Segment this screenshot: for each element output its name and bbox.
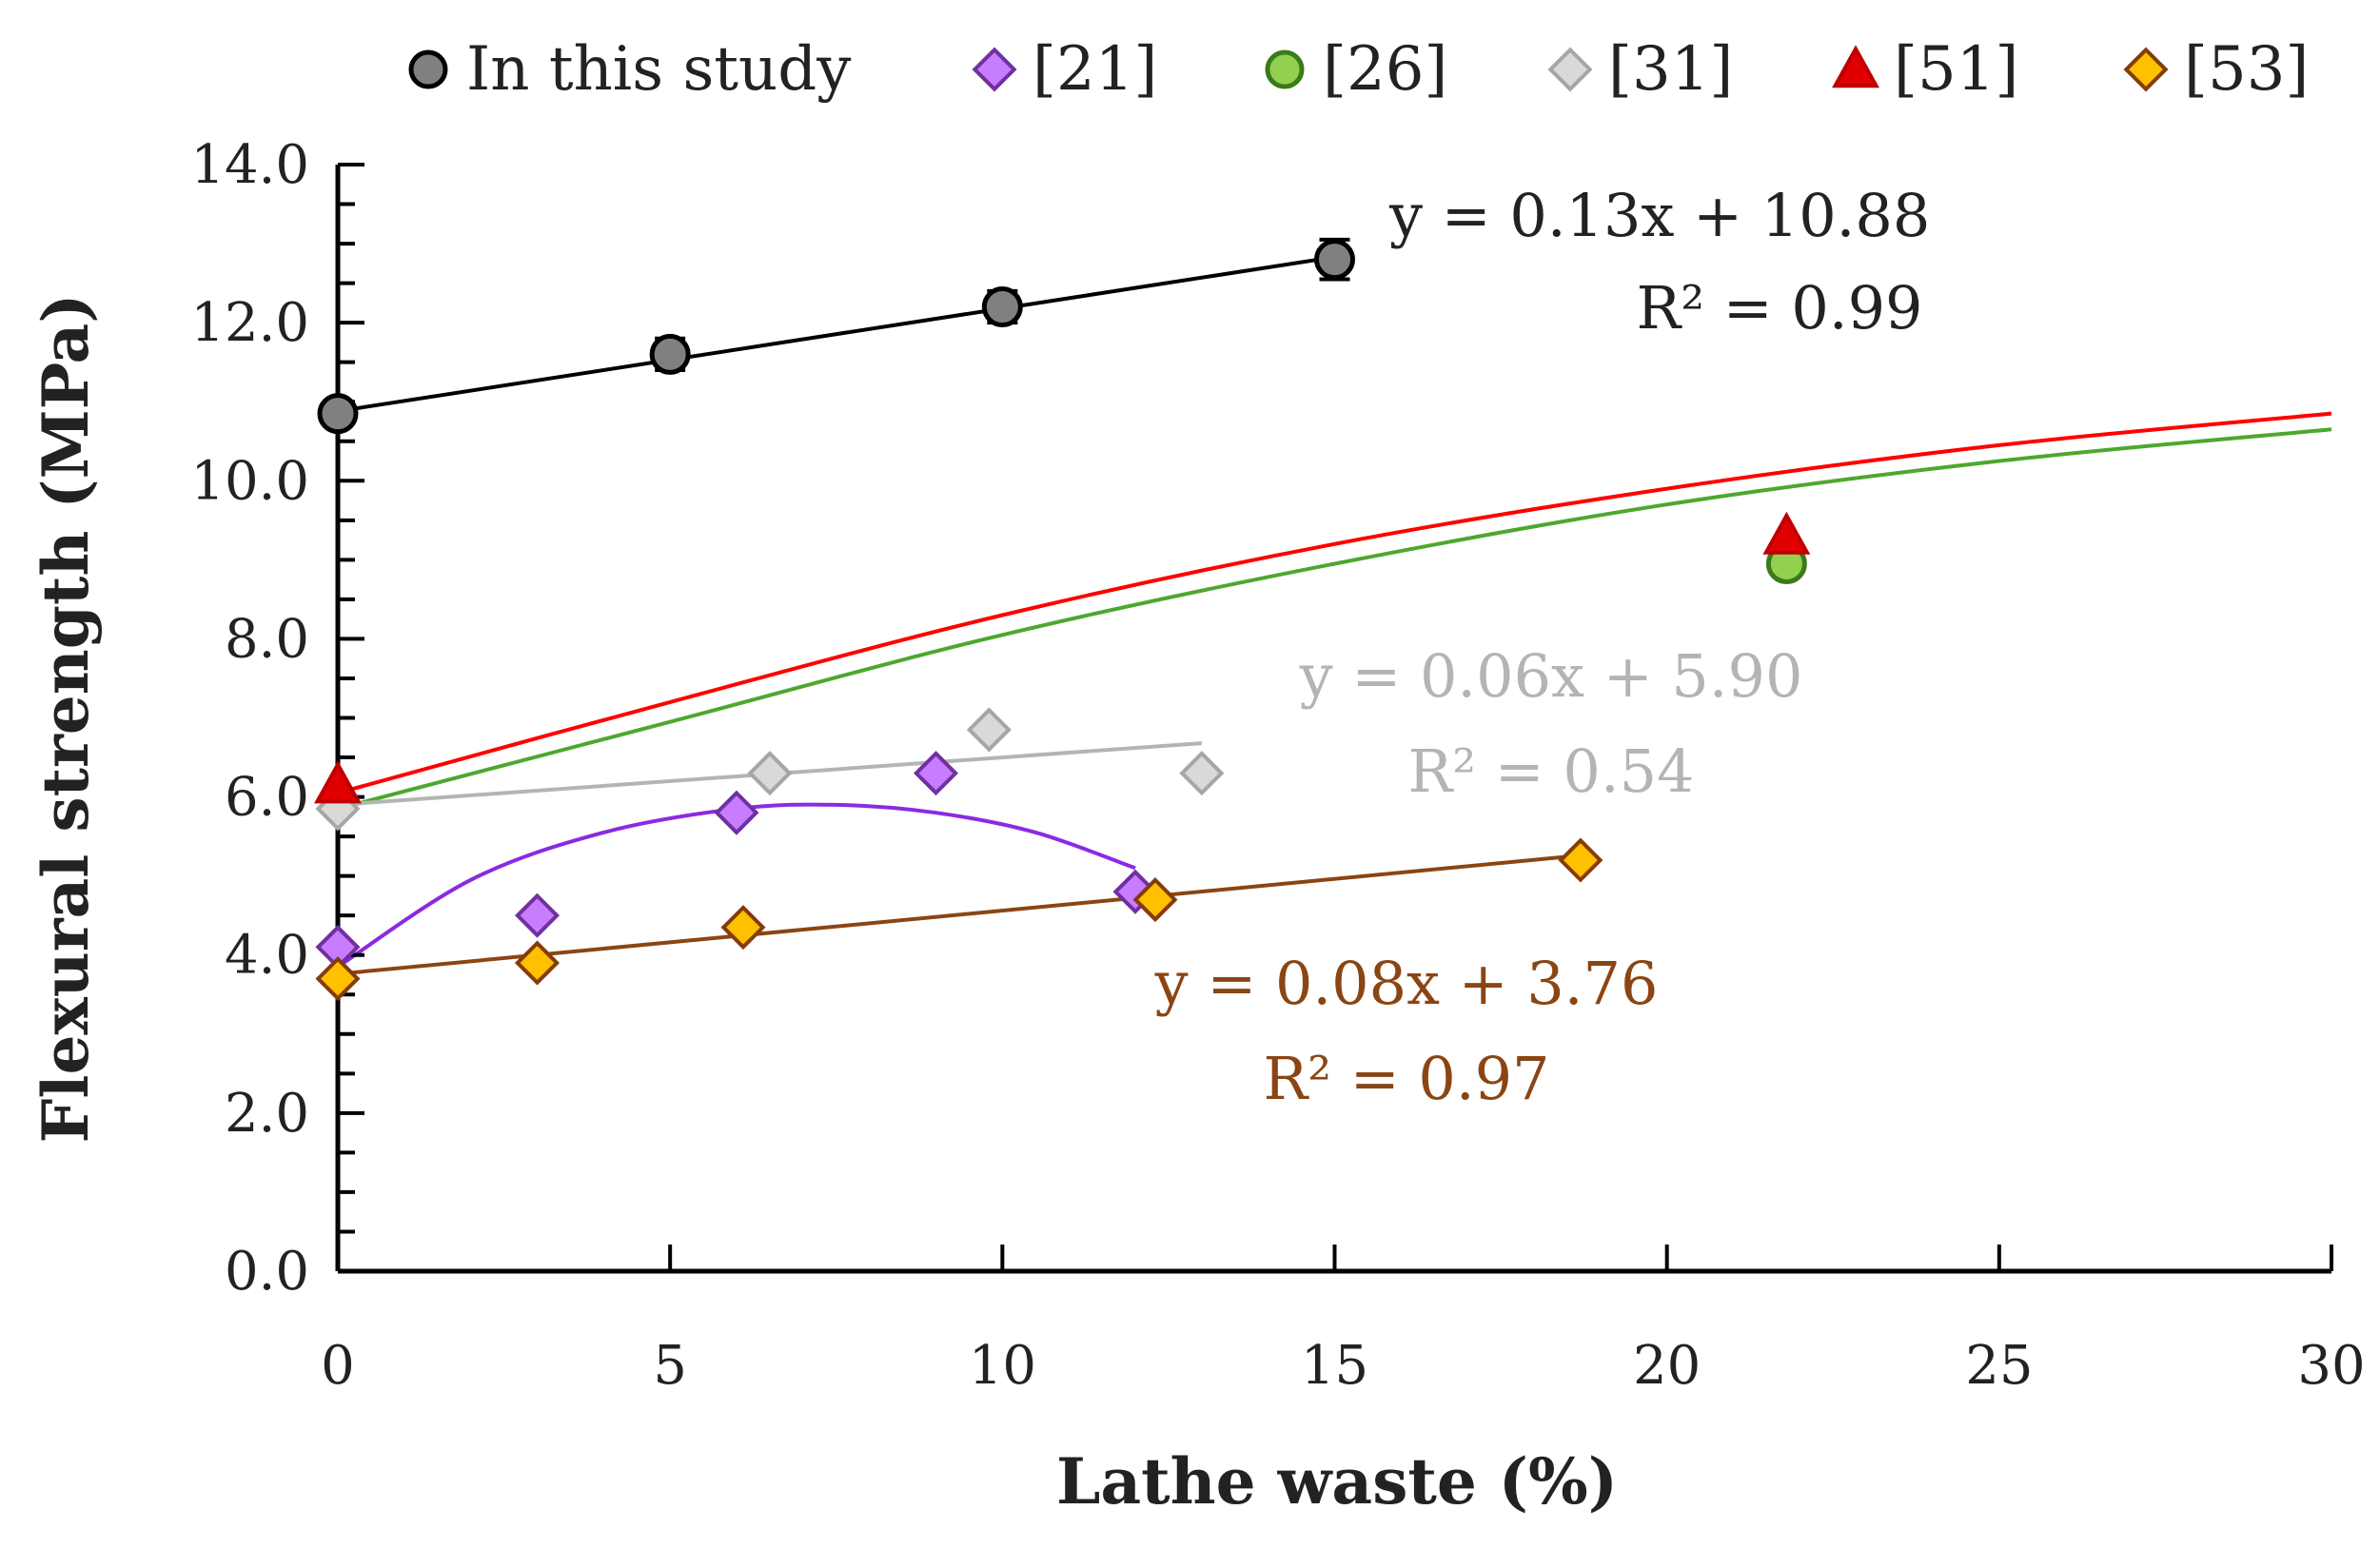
legend-label-5: [51] <box>1894 34 2018 105</box>
legend-marker-4 <box>1547 47 1593 92</box>
data-point-series-6 <box>720 905 766 951</box>
x-tick-label: 15 <box>1301 1335 1368 1397</box>
equation-brown-r-squared: R² = 0.97 <box>1264 1044 1550 1113</box>
trendline-series-5 <box>337 411 2332 795</box>
y-tick-label: 14.0 <box>190 134 309 196</box>
data-points <box>314 237 1811 1002</box>
y-tick-label: 4.0 <box>225 925 309 987</box>
equation-gray-formula: y = 0.06x + 5.90 <box>1299 641 1803 711</box>
x-tick-label: 30 <box>2297 1335 2365 1397</box>
legend-label-6: [53] <box>2184 34 2309 105</box>
trendline-series-3 <box>337 427 2332 811</box>
y-tick-label: 8.0 <box>225 608 309 670</box>
y-tick-label: 6.0 <box>225 767 309 829</box>
legend-marker-1 <box>408 49 448 89</box>
legend-label-3: [26] <box>1323 34 1447 105</box>
trendline-series-2 <box>336 802 1136 969</box>
equation-black-formula: y = 0.13x + 10.88 <box>1388 181 1930 250</box>
legend-label-1: In this study <box>466 34 851 105</box>
x-tick-label: 25 <box>1965 1335 2033 1397</box>
legend-label-4: [31] <box>1608 34 1733 105</box>
legend-marker-3 <box>1265 49 1305 89</box>
data-point-series-1 <box>981 286 1023 328</box>
data-point-series-1 <box>317 393 359 435</box>
data-point-series-4 <box>747 751 793 796</box>
legend-marker-2 <box>972 47 1017 92</box>
data-point-series-6 <box>1132 877 1178 923</box>
x-tick-label: 5 <box>653 1335 687 1397</box>
legend-marker-5 <box>1832 45 1879 88</box>
data-point-series-4 <box>966 707 1012 753</box>
data-point-series-2 <box>714 790 759 835</box>
data-point-series-1 <box>649 333 691 375</box>
data-point-series-4 <box>1179 751 1225 796</box>
legend-marker-6 <box>2123 47 2169 92</box>
chart-legend: In this study [21] [26] [31] [51] [53] <box>408 34 2309 105</box>
data-point-series-1 <box>1314 239 1355 281</box>
data-point-series-2 <box>514 892 561 938</box>
data-point-series-5 <box>1762 511 1811 555</box>
y-tick-label: 12.0 <box>190 292 309 354</box>
x-tick-label: 20 <box>1633 1335 1701 1397</box>
data-point-series-6 <box>1558 837 1603 883</box>
x-tick-label: 10 <box>969 1335 1036 1397</box>
y-tick-label: 2.0 <box>225 1083 309 1145</box>
y-tick-label: 0.0 <box>225 1241 309 1303</box>
equation-brown-formula: y = 0.08x + 3.76 <box>1154 949 1659 1018</box>
equation-annotations: y = 0.13x + 10.88 R² = 0.99 y = 0.06x + 5.… <box>1154 181 1931 1113</box>
axes: 0.0 2.0 4.0 6.0 8.0 10.0 12.0 14.0 0 5 10 15 20 25 30 <box>190 134 2365 1397</box>
data-point-series-6 <box>514 940 561 986</box>
data-point-series-5 <box>314 760 362 804</box>
trend-lines <box>336 255 2332 976</box>
x-axis-title: Lathe waste (%) <box>1056 1444 1618 1519</box>
data-point-series-6 <box>315 956 361 1002</box>
equation-black-r-squared: R² = 0.99 <box>1637 273 1923 343</box>
x-tick-label: 0 <box>321 1335 355 1397</box>
legend-label-2: [21] <box>1033 34 1157 105</box>
trendline-series-1 <box>337 255 1335 414</box>
data-point-series-2 <box>913 751 959 796</box>
y-axis-title: Flexural strength (MPa) <box>29 294 103 1144</box>
equation-gray-r-squared: R² = 0.54 <box>1408 736 1695 806</box>
y-tick-label: 10.0 <box>190 450 309 512</box>
